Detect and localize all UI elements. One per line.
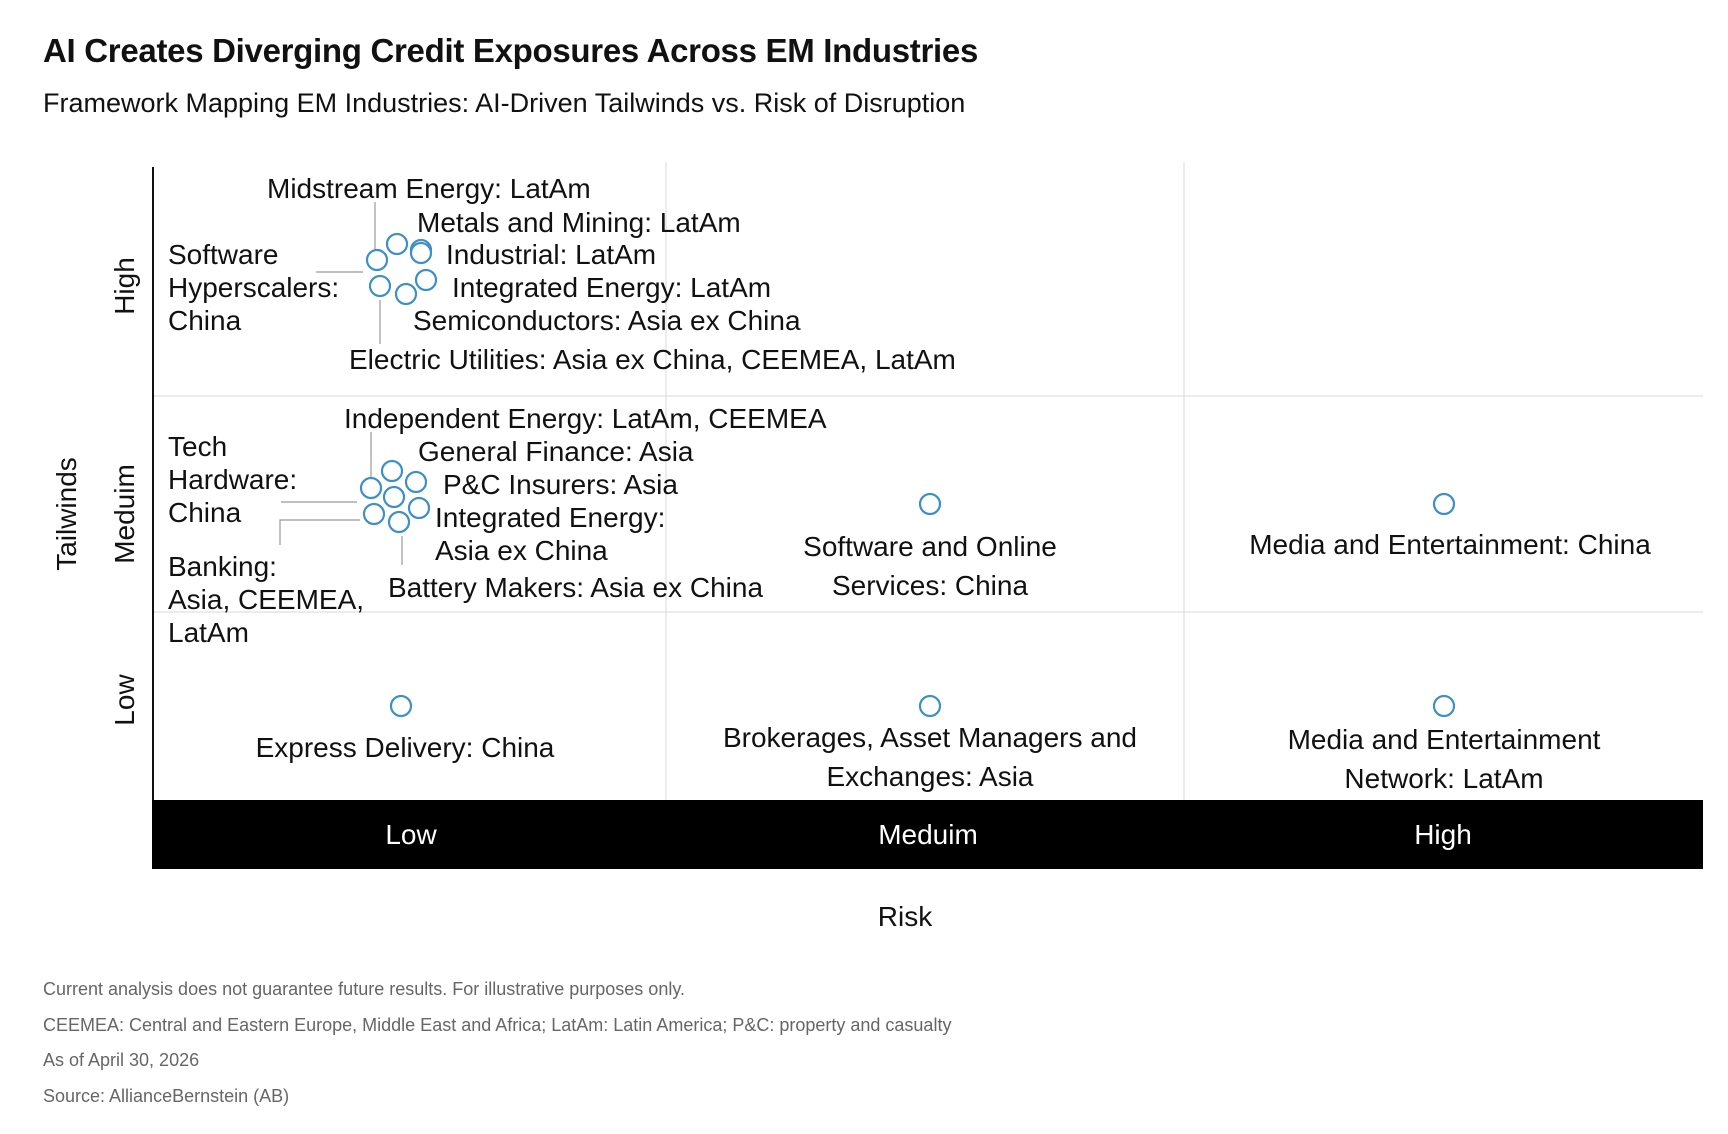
footnotes: Current analysis does not guarantee futu… bbox=[43, 972, 1643, 1114]
data-point-p-c-insurers-asia bbox=[382, 485, 406, 509]
risk-tailwinds-chart: Low Meduim HighLowMeduimHighRiskTailwinds … bbox=[51, 162, 1703, 932]
data-label-banking-asia-ceemea-latam: Banking: Asia, CEEMEA, LatAm bbox=[168, 551, 364, 648]
data-label-tech-hardware-china: Tech Hardware: China bbox=[168, 431, 297, 528]
data-label-express-delivery-china: Express Delivery: China bbox=[256, 732, 555, 763]
data-point-software-hyperscalers-china bbox=[365, 248, 389, 272]
data-label-electric-utilities-asia-ex-china-ceemea-latam: Electric Utilities: Asia ex China, CEEME… bbox=[349, 344, 956, 375]
footnote-date: As of April 30, 2026 bbox=[43, 1050, 200, 1070]
y-axis-title: Tailwinds bbox=[51, 457, 82, 571]
data-point-battery-makers-asia-ex-china bbox=[387, 510, 411, 534]
x-tick-label-high: High bbox=[1414, 819, 1472, 850]
data-label-semiconductors-asia-ex-china: Semiconductors: Asia ex China bbox=[413, 305, 801, 336]
chart-title: AI Creates Diverging Credit Exposures Ac… bbox=[43, 32, 978, 69]
data-label-general-finance-asia: General Finance: Asia bbox=[418, 436, 694, 467]
data-label-p-c-insurers-asia: P&C Insurers: Asia bbox=[443, 469, 678, 500]
data-label-battery-makers-asia-ex-china: Battery Makers: Asia ex China bbox=[388, 572, 763, 603]
data-point-media-and-entertainment-china bbox=[1432, 492, 1456, 516]
y-tick-label-low: Low bbox=[109, 674, 140, 726]
data-point-media-and-entertainment-network-latam bbox=[1432, 694, 1456, 718]
data-label-industrial-latam: Industrial: LatAm bbox=[446, 239, 656, 270]
data-point-integrated-energy-latam bbox=[414, 268, 438, 292]
x-tick-label-meduim: Meduim bbox=[878, 819, 978, 850]
x-axis-title: Risk bbox=[878, 901, 933, 932]
data-point-semiconductors-asia-ex-china bbox=[394, 282, 418, 306]
x-tick-label-low: Low bbox=[385, 819, 437, 850]
data-point-tech-hardware-china bbox=[359, 476, 383, 500]
data-point-banking-asia-ceemea-latam bbox=[362, 502, 386, 526]
footnote-source: Source: AllianceBernstein (AB) bbox=[43, 1085, 290, 1106]
data-label-software-and-online-services-china: Software and Online Services: China bbox=[803, 531, 1057, 601]
footnote-disclaimer: Current analysis does not guarantee futu… bbox=[43, 979, 685, 999]
data-point-independent-energy-latam-ceemea bbox=[380, 459, 404, 483]
leader-line-banking-asia-ceemea-latam bbox=[279, 519, 360, 545]
data-label-independent-energy-latam-ceemea: Independent Energy: LatAm, CEEMEA bbox=[344, 403, 827, 434]
y-tick-label-high: High bbox=[109, 257, 140, 315]
data-label-integrated-energy-latam: Integrated Energy: LatAm bbox=[452, 272, 771, 303]
data-label-metals-and-mining-latam: Metals and Mining: LatAm bbox=[417, 207, 741, 238]
data-point-industrial-latam bbox=[409, 241, 433, 265]
data-label-integrated-energy-asia-ex-china: Integrated Energy: Asia ex China bbox=[435, 502, 665, 566]
data-point-express-delivery-china bbox=[389, 694, 413, 718]
data-label-midstream-energy-latam: Midstream Energy: LatAm bbox=[267, 173, 591, 204]
chart-subtitle: Framework Mapping EM Industries: AI-Driv… bbox=[43, 88, 966, 118]
data-label-media-and-entertainment-china: Media and Entertainment: China bbox=[1249, 529, 1651, 560]
footnote-abbreviations: CEEMEA: Central and Eastern Europe, Midd… bbox=[43, 1014, 952, 1035]
data-point-brokerages-asset-managers-and-exchanges-asia bbox=[918, 694, 942, 718]
data-label-brokerages-asset-managers-and-exchanges-asia: Brokerages, Asset Managers and Exchanges:… bbox=[723, 722, 1137, 792]
data-point-midstream-energy-latam bbox=[385, 232, 409, 256]
data-point-software-and-online-services-china bbox=[918, 492, 942, 516]
data-point-general-finance-asia bbox=[404, 470, 428, 494]
x-axis-band bbox=[152, 800, 1703, 869]
y-tick-label-meduim: Meduim bbox=[109, 464, 140, 564]
data-point-electric-utilities-asia-ex-china-ceemea-latam bbox=[368, 274, 392, 298]
data-label-media-and-entertainment-network-latam: Media and Entertainment Network: LatAm bbox=[1288, 724, 1601, 794]
data-label-software-hyperscalers-china: Software Hyperscalers: China bbox=[168, 239, 339, 336]
data-point-integrated-energy-asia-ex-china bbox=[407, 496, 431, 520]
